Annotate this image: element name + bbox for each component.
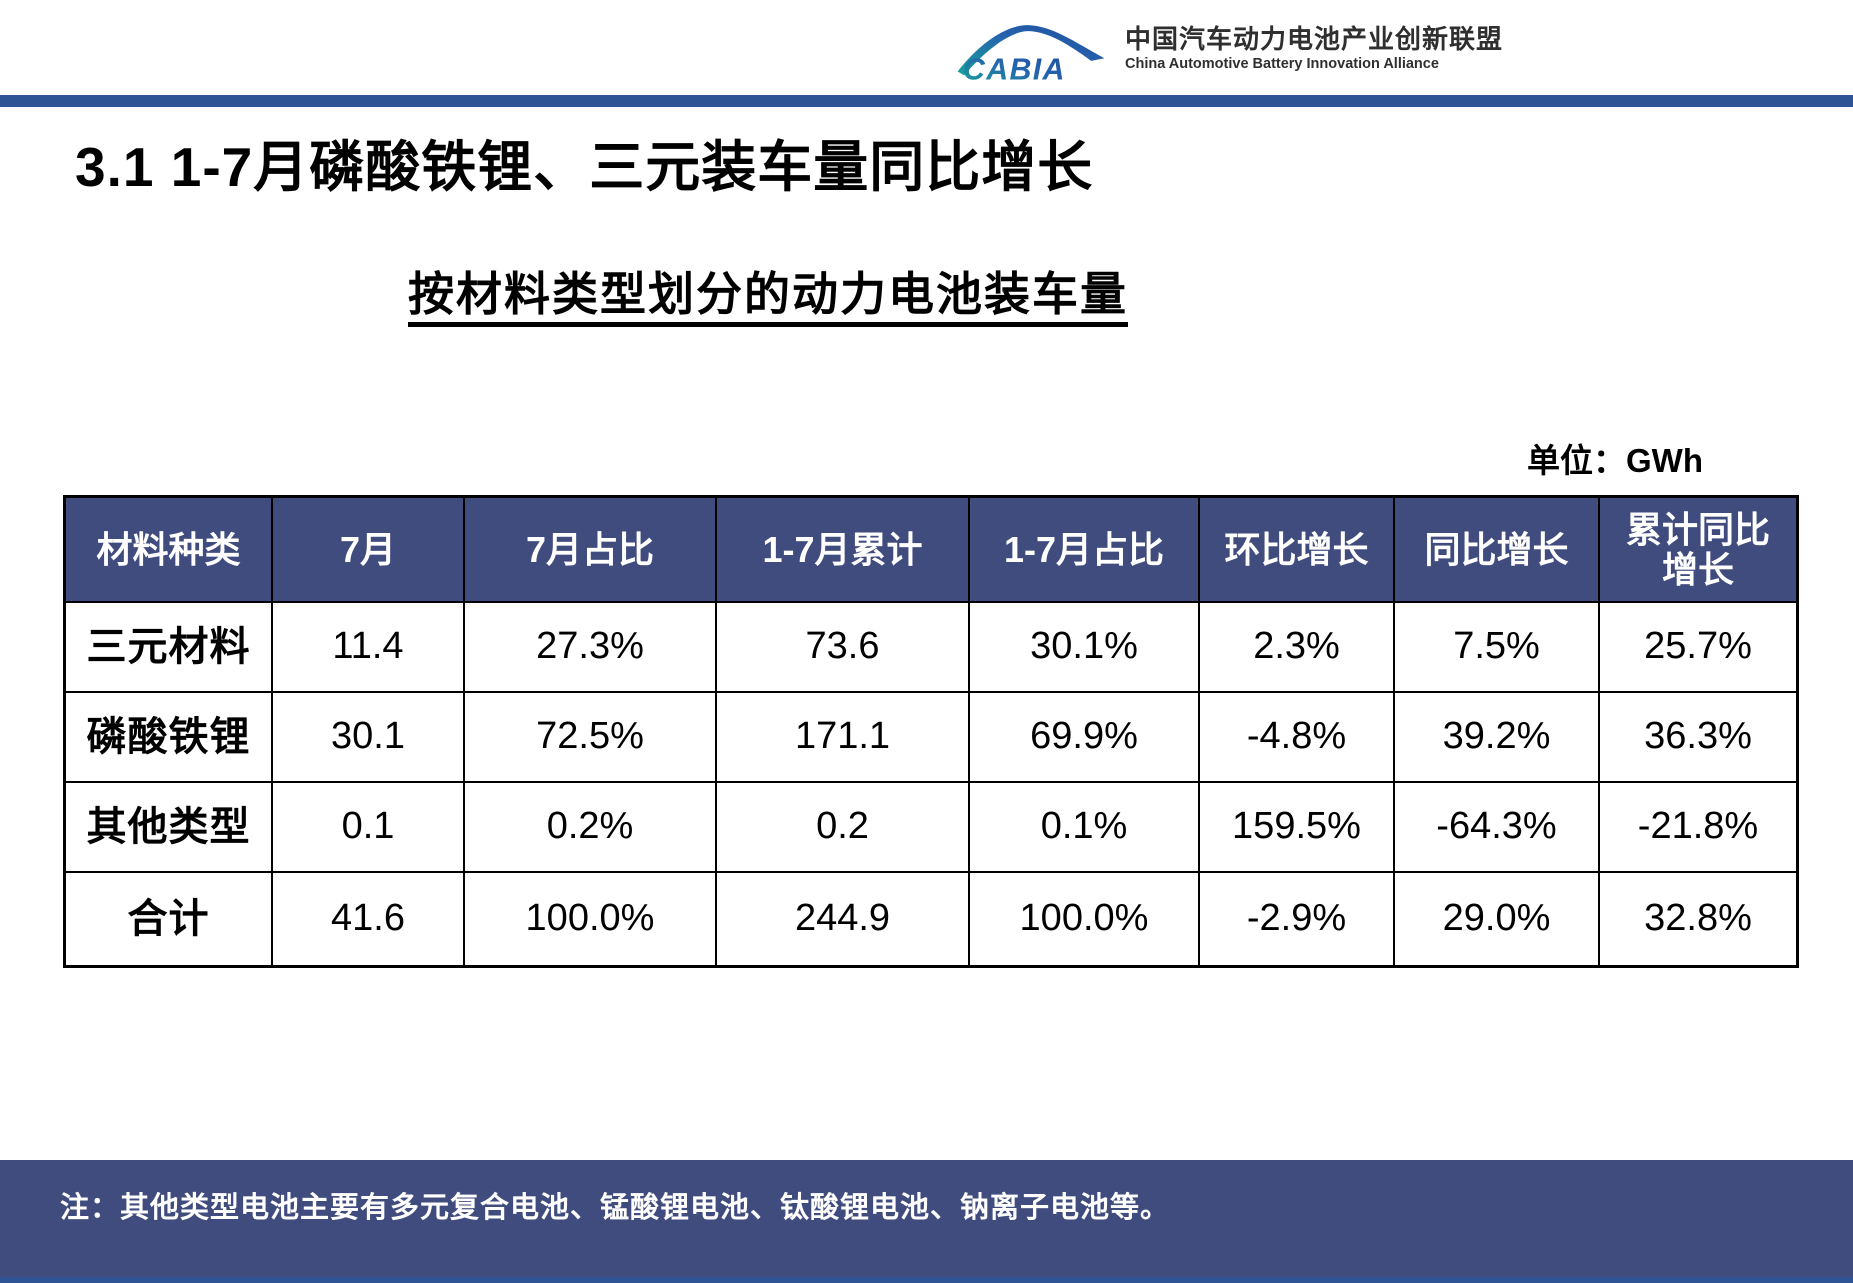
materials-table: 材料种类 7月 7月占比 1-7月累计 1-7月占比 环比增长 同比增长 累计同…: [63, 495, 1799, 968]
table-cell: 0.1: [273, 783, 465, 873]
row-label-other: 其他类型: [66, 783, 273, 873]
table-cell: -64.3%: [1395, 783, 1600, 873]
table-cell: 100.0%: [465, 873, 717, 965]
col-header-cumulative-yoy-growth: 累计同比增长: [1600, 498, 1796, 603]
table-cell: 41.6: [273, 873, 465, 965]
footer-note: 注：其他类型电池主要有多元复合电池、锰酸锂电池、钛酸锂电池、钠离子电池等。: [60, 1192, 1171, 1224]
brand-text: 中国汽车动力电池产业创新联盟 China Automotive Battery …: [1124, 23, 1503, 74]
table-cell: 73.6: [717, 603, 970, 693]
row-label-lfp: 磷酸铁锂: [66, 693, 273, 783]
col-header-yoy-growth: 同比增长: [1395, 498, 1600, 603]
table-cell: 32.8%: [1644, 897, 1752, 940]
col-header-cumulative-share: 1-7月占比: [970, 498, 1200, 603]
table-cell: 39.2%: [1395, 693, 1600, 783]
unit-label: 单位：GWh: [1527, 442, 1703, 479]
cabia-logo-icon: CABIA: [957, 25, 1105, 86]
table-cell: 29.0%: [1395, 873, 1600, 965]
table-cell: 171.1: [717, 693, 970, 783]
row-label-total: 合计: [66, 873, 273, 965]
page-title: 3.1 1-7月磷酸铁锂、三元装车量同比增长: [75, 136, 1094, 198]
org-name-zh: 中国汽车动力电池产业创新联盟: [1124, 23, 1503, 54]
table-cell: 30.1: [273, 693, 465, 783]
table-cell: 11.4: [273, 603, 465, 693]
table-cell: 72.5%: [465, 693, 717, 783]
col-header-material: 材料种类: [66, 498, 273, 603]
table-cell: -21.8%: [1600, 783, 1796, 873]
table-cell: 30.1%: [970, 603, 1200, 693]
bottom-divider-line: [0, 1277, 1853, 1283]
table-cell: 36.3%: [1600, 693, 1796, 783]
table-cell: 27.3%: [465, 603, 717, 693]
table-cell: -4.8%: [1200, 693, 1395, 783]
col-header-july-share: 7月占比: [465, 498, 717, 603]
col-header-mom-growth: 环比增长: [1200, 498, 1395, 603]
table-cell: 69.9%: [970, 693, 1200, 783]
table-cell: 244.9: [717, 873, 970, 965]
brand-header: CABIA 中国汽车动力电池产业创新联盟 China Automotive Ba…: [955, 12, 1503, 86]
table-cell: 2.3%: [1200, 603, 1395, 693]
table-title: 按材料类型划分的动力电池装车量: [408, 268, 1128, 320]
row-label-ternary: 三元材料: [66, 603, 273, 693]
footer-bar: 注：其他类型电池主要有多元复合电池、锰酸锂电池、钛酸锂电池、钠离子电池等。: [0, 1160, 1853, 1277]
table-cell: 25.7%: [1600, 603, 1796, 693]
top-divider-line: [0, 95, 1853, 107]
table-cell: 0.2%: [465, 783, 717, 873]
table-cell: 0.2: [717, 783, 970, 873]
logo-wordmark: CABIA: [963, 52, 1066, 86]
col-header-july: 7月: [273, 498, 465, 603]
col-header-cumulative: 1-7月累计: [717, 498, 970, 603]
table-cell: 100.0%: [970, 873, 1200, 965]
table-cell: -2.9%: [1200, 873, 1395, 965]
table-cell: 7.5%: [1395, 603, 1600, 693]
table-cell: 0.1%: [970, 783, 1200, 873]
table-cell: 159.5%: [1200, 783, 1395, 873]
org-name-en: China Automotive Battery Innovation Alli…: [1124, 55, 1439, 72]
